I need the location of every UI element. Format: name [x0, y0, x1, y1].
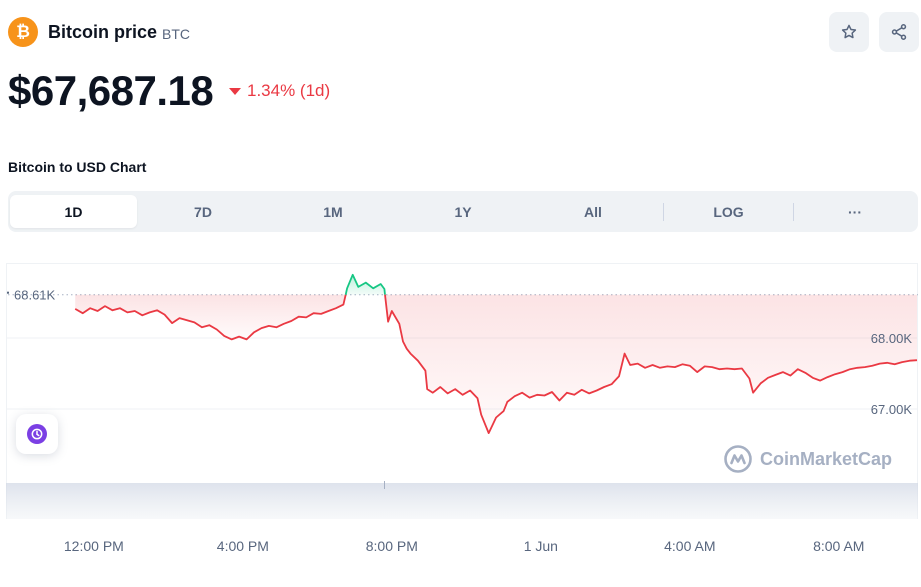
volume-band [6, 483, 918, 519]
price-chart[interactable]: 68.00K 67.00K 68.61K 12:00 PM 4:00 PM 8:00 P… [0, 245, 921, 575]
x-tick-label: 8:00 PM [366, 538, 418, 554]
chart-top-border [6, 263, 918, 264]
tab-more[interactable]: ··· [848, 203, 862, 220]
price-change: 1.34% (1d) [229, 81, 330, 101]
x-tick-label: 4:00 AM [664, 538, 715, 554]
tab-separator [663, 203, 664, 221]
price-line-down [74, 294, 347, 341]
price-chart-svg: 68.00K 67.00K 68.61K 12:00 PM 4:00 PM 8:00 P… [6, 263, 918, 554]
x-tick-label: 12:00 PM [64, 538, 124, 554]
x-tick-label: 4:00 PM [217, 538, 269, 554]
coinmarketcap-watermark: CoinMarketCap [723, 444, 892, 474]
watchlist-button[interactable] [829, 12, 869, 52]
chart-left-border [6, 263, 7, 519]
caret-down-icon [229, 87, 241, 95]
chart-title: Bitcoin to USD Chart [8, 159, 147, 175]
tab-1m[interactable]: 1M [323, 203, 343, 220]
tab-log[interactable]: LOG [713, 203, 744, 220]
share-icon [891, 24, 907, 40]
coin-header: ₿ Bitcoin price BTC [8, 16, 190, 48]
chart-right-border [917, 263, 918, 519]
reference-marker [7, 291, 9, 294]
area-fill-up [345, 274, 385, 295]
bitcoin-logo-icon: ₿ [8, 17, 38, 47]
x-tick-label: 1 Jun [524, 538, 558, 554]
tab-7d[interactable]: 7D [194, 203, 212, 220]
x-axis: 12:00 PM 4:00 PM 8:00 PM 1 Jun 4:00 AM 8:00 A… [64, 538, 865, 554]
share-button[interactable] [879, 12, 919, 52]
x-tick-label: 8:00 AM [813, 538, 864, 554]
tab-1y[interactable]: 1Y [454, 203, 472, 220]
history-button[interactable] [16, 414, 58, 454]
line-layer [74, 273, 918, 434]
label-layer: 68.00K 67.00K 68.61K [7, 288, 912, 417]
coin-name: Bitcoin price [48, 21, 158, 42]
volume-marker [384, 481, 385, 489]
tab-1d[interactable]: 1D [10, 195, 137, 228]
coin-symbol: BTC [162, 25, 191, 42]
range-tabs: 1D 7D 1M 1Y All LOG ··· [8, 191, 918, 232]
price-line-up [344, 273, 386, 295]
coinmarketcap-logo-icon [724, 445, 752, 473]
tab-all[interactable]: All [584, 203, 602, 220]
price-line-down [384, 294, 918, 434]
watermark-text: CoinMarketCap [760, 448, 893, 469]
y-tick-label: 68.00K [871, 331, 913, 346]
reference-label: 68.61K [14, 288, 56, 303]
star-icon [841, 24, 857, 39]
history-icon [27, 424, 47, 444]
y-tick-label: 67.00K [871, 402, 913, 417]
area-fill-down [385, 294, 917, 434]
area-fill-layer [75, 274, 917, 434]
price-change-value: 1.34% (1d) [247, 81, 331, 100]
current-price: $67,687.18 [8, 67, 214, 114]
area-fill-down [75, 294, 346, 340]
tab-separator [793, 203, 794, 221]
